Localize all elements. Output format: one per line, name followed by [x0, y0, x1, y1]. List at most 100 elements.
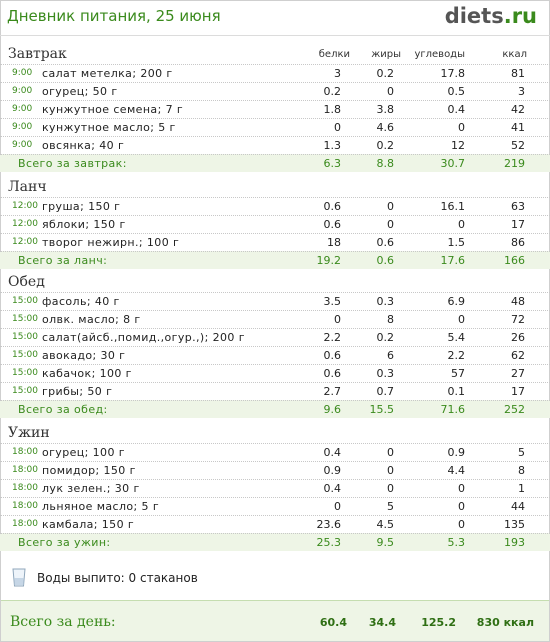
food-name[interactable]: льняное масло; 5 г — [42, 500, 160, 513]
food-name[interactable]: овсянка; 40 г — [42, 139, 125, 152]
fat-value: 0 — [387, 482, 394, 495]
entry-time: 15:00 — [12, 314, 38, 324]
entry-time: 12:00 — [12, 219, 38, 229]
kcal-value: 72 — [511, 313, 525, 326]
total-kcal: 166 — [504, 254, 525, 267]
food-row[interactable]: 18:00 льняное масло; 5 г 0 5 0 44 — [0, 497, 550, 515]
food-name[interactable]: салат метелка; 200 г — [42, 67, 173, 80]
food-row[interactable]: 18:00 огурец; 100 г 0.4 0 0.9 5 — [0, 443, 550, 461]
protein-value: 18 — [327, 236, 341, 249]
protein-value: 0.6 — [323, 218, 342, 231]
entry-time: 15:00 — [12, 386, 38, 396]
carbs-value: 0.5 — [447, 85, 466, 98]
meal-header: Обед — [0, 272, 550, 292]
entry-time: 18:00 — [12, 483, 38, 493]
food-name[interactable]: камбала; 150 г — [42, 518, 135, 531]
food-row[interactable]: 18:00 лук зелен.; 30 г 0.4 0 0 1 — [0, 479, 550, 497]
protein-value: 0.6 — [323, 367, 342, 380]
carbs-value: 0 — [458, 313, 465, 326]
total-protein: 25.3 — [316, 536, 342, 549]
food-row[interactable]: 9:00 салат метелка; 200 г 3 0.2 17.8 81 — [0, 64, 550, 82]
total-fat: 0.6 — [376, 254, 395, 267]
carbs-value: 57 — [451, 367, 465, 380]
food-row[interactable]: 15:00 салат(айсб.,помид.,огур.,); 200 г 2.… — [0, 328, 550, 346]
food-row[interactable]: 12:00 творог нежирн.; 100 г 18 0.6 1.5 86 — [0, 233, 550, 251]
meal-total-row: Всего за ужин: 25.3 9.5 5.3 193 — [0, 533, 550, 551]
glass-icon — [12, 568, 26, 587]
carbs-value: 12 — [451, 139, 465, 152]
food-row[interactable]: 12:00 груша; 150 г 0.6 0 16.1 63 — [0, 197, 550, 215]
food-name[interactable]: салат(айсб.,помид.,огур.,); 200 г — [42, 331, 245, 344]
carbs-value: 1.5 — [447, 236, 466, 249]
fat-value: 0.3 — [376, 367, 395, 380]
day-total-kcal: 830 ккал — [476, 616, 534, 629]
food-name[interactable]: фасоль; 40 г — [42, 295, 120, 308]
total-carbs: 5.3 — [447, 536, 466, 549]
food-row[interactable]: 15:00 авокадо; 30 г 0.6 6 2.2 62 — [0, 346, 550, 364]
meal-title: Завтрак — [8, 46, 67, 62]
diets-logo[interactable]: diets.ru — [445, 4, 537, 28]
meal-section: Обед 15:00 фасоль; 40 г 3.5 0.3 6.9 48 15:00 олв… — [0, 272, 550, 418]
carbs-value: 0.1 — [447, 385, 466, 398]
food-row[interactable]: 9:00 овсянка; 40 г 1.3 0.2 12 52 — [0, 136, 550, 154]
fat-value: 3.8 — [376, 103, 395, 116]
food-name[interactable]: творог нежирн.; 100 г — [42, 236, 180, 249]
food-name[interactable]: огурец; 50 г — [42, 85, 118, 98]
food-name[interactable]: олвк. масло; 8 г — [42, 313, 141, 326]
protein-value: 0.4 — [323, 482, 342, 495]
entry-time: 15:00 — [12, 350, 38, 360]
food-name[interactable]: помидор; 150 г — [42, 464, 136, 477]
meal-total-row: Всего за обед: 9.6 15.5 71.6 252 — [0, 400, 550, 418]
food-row[interactable]: 18:00 помидор; 150 г 0.9 0 4.4 8 — [0, 461, 550, 479]
food-name[interactable]: яблоки; 150 г — [42, 218, 126, 231]
entry-time: 9:00 — [12, 140, 33, 150]
meal-header: Ужин — [0, 423, 550, 443]
total-carbs: 71.6 — [440, 403, 466, 416]
fat-value: 0.2 — [376, 67, 395, 80]
meal-total-label: Всего за завтрак: — [18, 157, 127, 170]
meal-section: Ужин 18:00 огурец; 100 г 0.4 0 0.9 5 18:00 помид… — [0, 423, 550, 551]
food-row[interactable]: 12:00 яблоки; 150 г 0.6 0 0 17 — [0, 215, 550, 233]
entry-time: 18:00 — [12, 501, 38, 511]
logo-dot: . — [503, 4, 512, 28]
kcal-value: 26 — [511, 331, 525, 344]
food-row[interactable]: 15:00 фасоль; 40 г 3.5 0.3 6.9 48 — [0, 292, 550, 310]
fat-value: 0.7 — [376, 385, 395, 398]
carbs-value: 0 — [458, 121, 465, 134]
carbs-value: 0.4 — [447, 103, 466, 116]
food-name[interactable]: авокадо; 30 г — [42, 349, 126, 362]
fat-value: 0.2 — [376, 331, 395, 344]
food-row[interactable]: 9:00 кунжутное масло; 5 г 0 4.6 0 41 — [0, 118, 550, 136]
fat-value: 5 — [387, 500, 394, 513]
total-protein: 6.3 — [323, 157, 342, 170]
fat-value: 0 — [387, 446, 394, 459]
food-row[interactable]: 15:00 грибы; 50 г 2.7 0.7 0.1 17 — [0, 382, 550, 400]
food-row[interactable]: 18:00 камбала; 150 г 23.6 4.5 0 135 — [0, 515, 550, 533]
food-row[interactable]: 9:00 кунжутное семена; 7 г 1.8 3.8 0.4 42 — [0, 100, 550, 118]
meal-section: Ланч 12:00 груша; 150 г 0.6 0 16.1 63 12:00 ябло… — [0, 177, 550, 269]
protein-value: 0.9 — [323, 464, 342, 477]
column-header-carbs: углеводы — [414, 49, 465, 60]
meal-title: Обед — [8, 274, 45, 290]
carbs-value: 0.9 — [447, 446, 466, 459]
carbs-value: 16.1 — [440, 200, 466, 213]
food-name[interactable]: лук зелен.; 30 г — [42, 482, 140, 495]
kcal-value: 135 — [504, 518, 525, 531]
protein-value: 0.6 — [323, 349, 342, 362]
food-name[interactable]: кабачок; 100 г — [42, 367, 132, 380]
total-fat: 9.5 — [376, 536, 395, 549]
fat-value: 4.5 — [376, 518, 395, 531]
food-row[interactable]: 15:00 кабачок; 100 г 0.6 0.3 57 27 — [0, 364, 550, 382]
total-protein: 19.2 — [316, 254, 342, 267]
food-name[interactable]: кунжутное масло; 5 г — [42, 121, 176, 134]
total-kcal: 193 — [504, 536, 525, 549]
food-row[interactable]: 15:00 олвк. масло; 8 г 0 8 0 72 — [0, 310, 550, 328]
food-row[interactable]: 9:00 огурец; 50 г 0.2 0 0.5 3 — [0, 82, 550, 100]
food-name[interactable]: огурец; 100 г — [42, 446, 125, 459]
food-name[interactable]: груша; 150 г — [42, 200, 121, 213]
food-name[interactable]: грибы; 50 г — [42, 385, 113, 398]
carbs-value: 4.4 — [447, 464, 466, 477]
food-name[interactable]: кунжутное семена; 7 г — [42, 103, 184, 116]
kcal-value: 27 — [511, 367, 525, 380]
logo-brand: diets — [444, 4, 504, 28]
